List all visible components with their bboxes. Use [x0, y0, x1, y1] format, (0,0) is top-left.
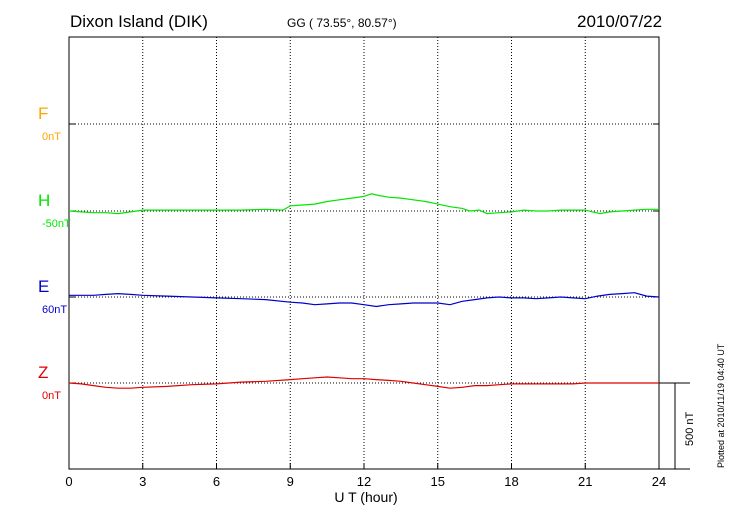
x-tick-label: 9: [287, 474, 294, 489]
series-line-z: [68, 376, 659, 389]
series-name-f: F: [38, 104, 48, 123]
series-lines: [68, 193, 660, 389]
plotted-note: Plotted at 2010/11/19 04:40 UT: [716, 343, 726, 468]
x-tick-label: 15: [431, 474, 445, 489]
series-name-h: H: [38, 191, 50, 210]
axis-ticks: 0 3 6 9 12 15 18 21 24: [65, 123, 666, 489]
series-baseline-h: -50nT: [42, 218, 71, 230]
series-line-h: [68, 193, 659, 215]
x-tick-label: 24: [652, 474, 666, 489]
date-label: 2010/07/22: [577, 12, 662, 31]
scale-bar-label: 500 nT: [684, 411, 696, 446]
series-baseline-e: 60nT: [42, 304, 67, 316]
series-baseline-f: 0nT: [42, 131, 61, 143]
grid-lines: [69, 37, 659, 469]
coords-label: GG ( 73.55°, 80.57°): [287, 16, 397, 30]
series-baseline-z: 0nT: [42, 390, 61, 402]
x-tick-label: 12: [357, 474, 371, 489]
x-tick-label: 18: [504, 474, 518, 489]
station-title: Dixon Island (DIK): [70, 12, 208, 31]
series-line-e: [69, 292, 660, 308]
x-tick-label: 21: [578, 474, 592, 489]
x-tick-label: 6: [213, 474, 220, 489]
x-tick-label: 0: [65, 474, 72, 489]
x-axis-label: U T (hour): [334, 489, 397, 505]
series-name-z: Z: [38, 363, 48, 382]
x-tick-label: 3: [139, 474, 146, 489]
series-labels: F 0nT H -50nT E 60nT Z 0nT: [38, 104, 71, 402]
series-name-e: E: [38, 277, 49, 296]
scale-bar: 500 nT: [659, 382, 696, 470]
